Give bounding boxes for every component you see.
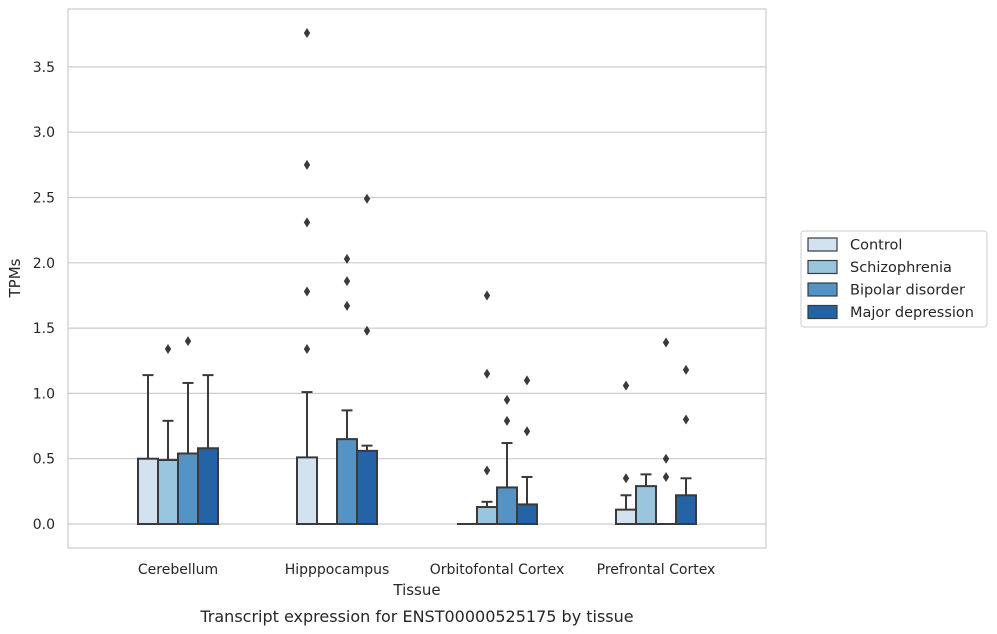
- box: [336, 438, 358, 525]
- series-bipolar-disorder: [177, 253, 676, 526]
- x-tick-label: Orbitofontal Cortex: [430, 562, 565, 578]
- box: [476, 506, 498, 526]
- outlier-point: [503, 394, 511, 405]
- outlier-point: [164, 343, 172, 354]
- axes-frame: [67, 8, 767, 549]
- legend-swatch: [807, 304, 838, 320]
- outlier-point: [483, 290, 491, 301]
- y-tick-label: 1.5: [33, 321, 55, 337]
- series-control: [137, 27, 637, 526]
- outlier-point: [303, 159, 311, 170]
- outlier-point: [622, 380, 630, 391]
- outlier-point: [343, 276, 351, 287]
- outlier-point: [662, 337, 670, 348]
- outlier-point: [343, 253, 351, 264]
- y-tick-label: 1.0: [33, 386, 55, 402]
- outlier-point: [483, 465, 491, 476]
- outlier-point: [343, 300, 351, 311]
- box: [496, 486, 518, 526]
- box: [635, 485, 657, 526]
- y-tick-label: 2.0: [33, 256, 55, 272]
- y-tick-label: 2.5: [33, 191, 55, 207]
- box: [157, 459, 179, 526]
- outlier-point: [303, 286, 311, 297]
- outlier-point: [523, 375, 531, 386]
- series-major-depression: [197, 193, 697, 526]
- box: [356, 449, 378, 526]
- outlier-point: [303, 217, 311, 228]
- legend-swatch: [807, 282, 838, 297]
- outlier-point: [184, 336, 192, 347]
- outlier-point: [662, 453, 670, 464]
- outlier-point: [662, 471, 670, 482]
- outlier-point: [303, 27, 311, 38]
- outlier-point: [303, 343, 311, 354]
- series-schizophrenia: [157, 290, 657, 526]
- legend-swatch: [807, 259, 838, 275]
- legend-frame: [800, 230, 988, 328]
- outlier-point: [682, 364, 690, 375]
- box: [197, 447, 219, 526]
- legend-label: Schizophrenia: [850, 260, 952, 276]
- legend-label: Major depression: [850, 305, 974, 321]
- y-tick-label: 0.5: [33, 452, 55, 468]
- box: [675, 494, 697, 526]
- outlier-point: [622, 473, 630, 484]
- box: [137, 457, 159, 526]
- figure-caption: Transcript expression for ENST0000052517…: [199, 607, 633, 626]
- outlier-point: [483, 368, 491, 379]
- y-axis-label: TPMs: [6, 258, 24, 298]
- x-tick-labels: Cerebellum Hipppocampus Orbitofontal Corte…: [138, 562, 715, 578]
- y-tick-labels: 0.0 0.5 1.0 1.5 2.0 2.5 3.0 3.5: [33, 60, 55, 533]
- box: [615, 508, 637, 526]
- y-tick-label: 3.0: [33, 125, 55, 141]
- outlier-point: [523, 426, 531, 437]
- legend-label: Bipolar disorder: [850, 283, 965, 299]
- legend-swatch: [807, 237, 838, 252]
- legend: Control Schizophrenia Bipolar disorder Majo…: [800, 230, 988, 328]
- x-tick-label: Cerebellum: [138, 562, 218, 578]
- x-tick-label: Hipppocampus: [285, 562, 390, 578]
- grid-lines: [68, 66, 766, 525]
- outlier-point: [503, 415, 511, 426]
- box: [516, 503, 538, 526]
- y-tick-label: 0.0: [33, 517, 55, 533]
- outlier-point: [363, 193, 371, 204]
- x-axis-label: Tissue: [392, 581, 440, 599]
- legend-label: Control: [850, 238, 902, 254]
- outlier-point: [363, 325, 371, 336]
- box: [296, 456, 318, 526]
- box-plots: [137, 27, 697, 526]
- box: [177, 452, 199, 526]
- x-tick-label: Prefrontal Cortex: [597, 562, 716, 578]
- outlier-point: [682, 414, 690, 425]
- y-tick-label: 3.5: [33, 60, 55, 76]
